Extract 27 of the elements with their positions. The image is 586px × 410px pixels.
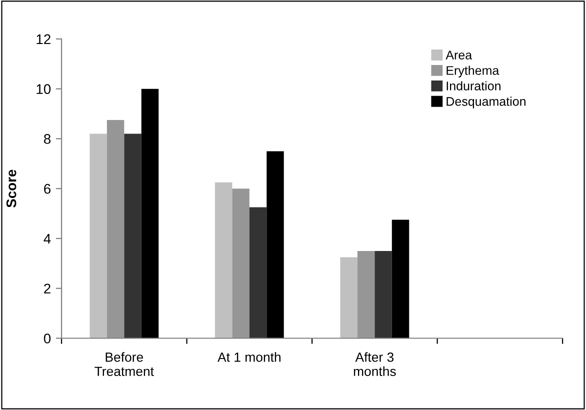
bar <box>106 120 124 338</box>
legend-label: Area <box>446 50 472 60</box>
legend-label: Desquamation <box>446 96 526 108</box>
legend-label: Induration <box>446 81 500 90</box>
legend-label: Erythema <box>446 66 500 78</box>
y-tick-label: 4 <box>44 234 51 244</box>
bar <box>232 188 250 338</box>
x-tick-label: Before Treatment <box>94 352 154 376</box>
y-axis-title: Score <box>6 170 16 208</box>
y-tick-label: 2 <box>44 284 50 294</box>
bar <box>266 151 284 338</box>
y-tick-label: 10 <box>36 84 51 94</box>
y-tick-label: 0 <box>44 334 51 344</box>
bar <box>141 88 159 338</box>
y-tick-label: 8 <box>44 134 51 144</box>
bar <box>214 182 232 338</box>
y-tick-label: 6 <box>44 184 51 194</box>
y-tick-label: 12 <box>36 34 50 44</box>
bar <box>249 207 267 338</box>
x-tick-label: After 3 months <box>354 352 396 376</box>
bar <box>357 250 375 338</box>
bar <box>124 134 142 338</box>
bar <box>340 257 358 338</box>
bar <box>392 220 410 338</box>
x-tick-label: At 1 month <box>218 352 280 362</box>
bar <box>374 250 392 338</box>
bar <box>90 134 107 338</box>
